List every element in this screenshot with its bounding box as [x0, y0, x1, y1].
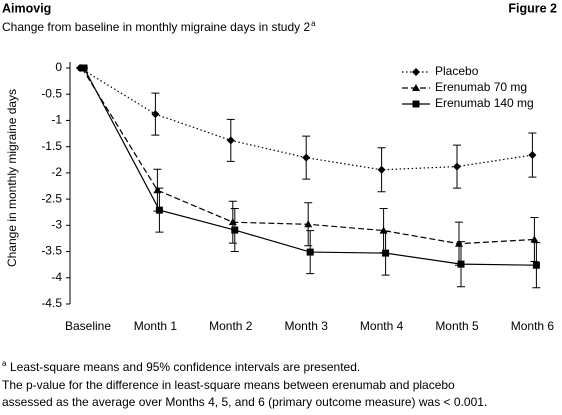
data-point [382, 249, 390, 257]
data-point [231, 226, 239, 234]
page-title: Aimovig [2, 1, 51, 15]
y-tick-label: -1.5 [41, 139, 62, 153]
y-axis-label: Change in monthly migraine days [5, 89, 19, 267]
y-tick-label: -1 [51, 113, 62, 127]
data-point [151, 110, 160, 119]
data-point [453, 162, 461, 171]
subtitle-note: a [311, 19, 316, 28]
x-tick-label: Baseline [65, 319, 111, 333]
y-tick-label: -3 [51, 218, 62, 232]
data-point [528, 151, 537, 160]
legend-marker [412, 68, 420, 76]
legend-label: Erenumab 70 mg [435, 80, 527, 94]
data-point [532, 261, 540, 269]
data-point [155, 206, 163, 214]
y-tick-label: -3.5 [41, 244, 62, 258]
footnote: assessed as the average over Months 4, 5… [2, 395, 487, 409]
y-tick-label: -4.5 [41, 296, 62, 310]
y-tick-label: 0 [55, 60, 62, 74]
data-point [80, 64, 88, 72]
x-tick-label: Month 3 [285, 319, 329, 333]
legend-marker [412, 100, 420, 108]
legend-label: Erenumab 140 mg [435, 96, 534, 110]
x-tick-label: Month 2 [209, 319, 253, 333]
x-tick-label: Month 6 [511, 319, 555, 333]
data-point [304, 220, 313, 228]
data-point [377, 165, 386, 174]
data-point [302, 153, 311, 162]
y-tick-label: -0.5 [41, 86, 62, 100]
legend-label: Placebo [435, 64, 479, 78]
data-point [457, 260, 465, 268]
y-tick-label: -2 [51, 165, 62, 179]
y-tick-label: -2.5 [41, 191, 62, 205]
footnote: Least-square means and 95% confidence in… [10, 360, 360, 374]
data-point [306, 248, 314, 256]
y-tick-label: -4 [51, 270, 62, 284]
x-tick-label: Month 4 [360, 319, 404, 333]
data-point [153, 186, 162, 194]
footnote-marker: a [2, 359, 7, 368]
figure-label: Figure 2 [508, 1, 557, 15]
data-point [226, 136, 235, 145]
data-point [530, 235, 539, 243]
footnote: The p-value for the difference in least-… [2, 378, 455, 392]
x-tick-label: Month 1 [134, 319, 178, 333]
x-tick-label: Month 5 [435, 319, 479, 333]
legend-marker [412, 84, 420, 91]
chart-subtitle: Change from baseline in monthly migraine… [2, 20, 310, 34]
